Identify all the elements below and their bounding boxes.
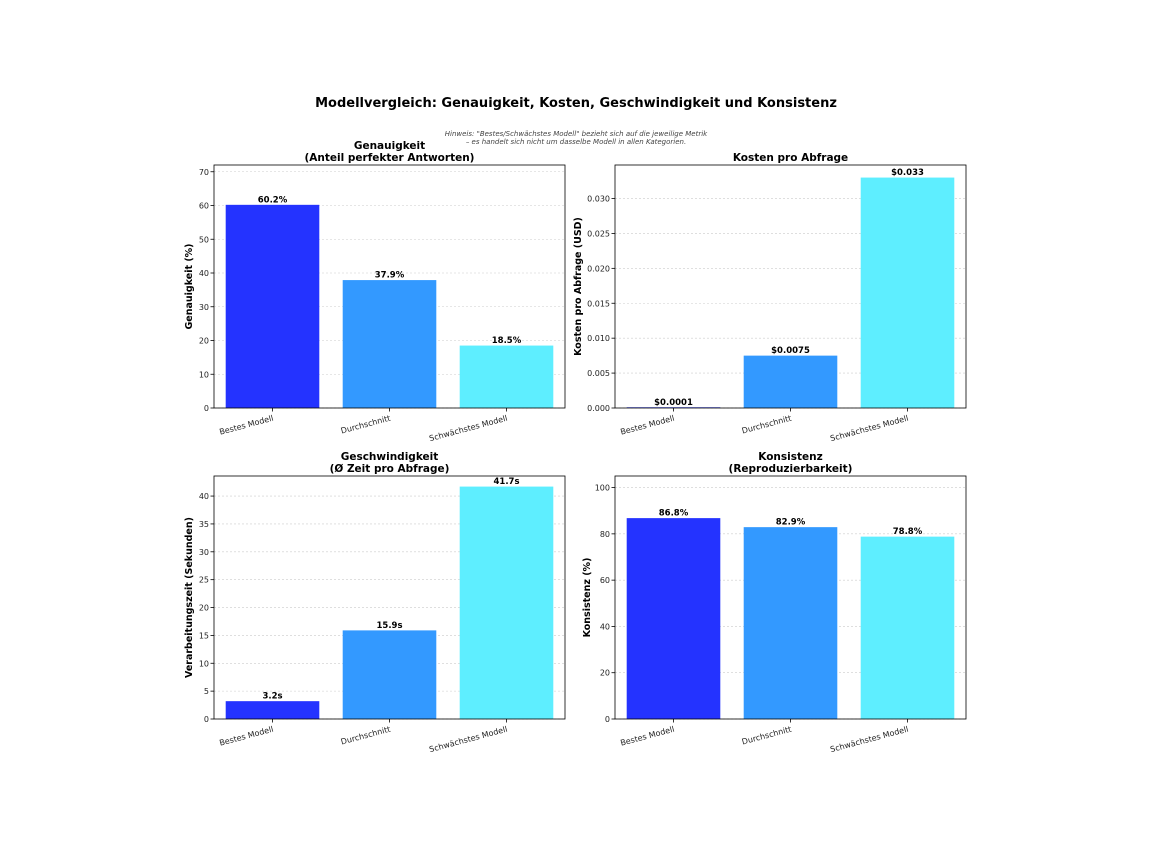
x-tick-label: Durchschnitt (340, 414, 392, 436)
panel-cost: 0.000 0.005 0.010 0.015 0.020 0.025 0.030 $0.00… (573, 152, 967, 444)
bar-value-label: $0.0075 (771, 346, 810, 356)
bar-value-label: 86.8% (659, 509, 689, 519)
y-tick-label: 30 (199, 548, 209, 557)
y-tick-label: 0.030 (587, 195, 610, 204)
x-tick-label: Schwächstes Modell (829, 725, 909, 755)
x-tick-label: Durchschnitt (340, 725, 392, 747)
y-tick-label: 40 (600, 622, 610, 631)
bar-schw-chstes-modell (459, 486, 554, 719)
y-tick-label: 10 (199, 659, 209, 668)
y-tick-label: 10 (199, 370, 209, 379)
y-tick-label: 25 (199, 576, 209, 585)
axes-frame (213, 475, 566, 720)
y-tick-label: 0.025 (587, 229, 610, 238)
y-tick-label: 60 (600, 576, 610, 585)
x-tick-label: Schwächstes Modell (829, 414, 909, 444)
y-tick-label: 5 (204, 687, 209, 696)
panel-title: (Reproduzierbarkeit) (729, 463, 853, 475)
axes-frame (614, 164, 967, 409)
note-line-2: – es handelt sich nicht um dasselbe Mode… (466, 138, 686, 146)
bar-schw-chstes-modell (459, 345, 554, 408)
y-tick-label: 0.000 (587, 404, 610, 413)
bar-value-label: 78.8% (893, 527, 923, 537)
note-line-1: Hinweis: "Bestes/Schwächstes Modell" bez… (445, 130, 708, 138)
panel-accuracy: 0 10 20 30 40 50 60 70 60.2% Bestes Modell 37.9% Du… (184, 140, 566, 444)
x-tick-label: Durchschnitt (741, 725, 793, 747)
bar-value-label: 15.9s (376, 621, 402, 631)
bar-schw-chstes-modell (860, 177, 955, 408)
x-tick-label: Schwächstes Modell (428, 725, 508, 755)
panel-title: Genauigkeit (354, 140, 425, 152)
bar-value-label: $0.033 (891, 168, 924, 178)
x-tick-label: Schwächstes Modell (428, 414, 508, 444)
y-tick-label: 20 (199, 604, 209, 613)
y-tick-label: 40 (199, 269, 209, 278)
y-tick-label: 0 (605, 715, 610, 724)
bar-value-label: 3.2s (262, 692, 282, 702)
panel-consistency: 0 20 40 60 80 100 86.8% Bestes Modell 82.9% Durch… (582, 451, 967, 755)
x-tick-label: Bestes Modell (218, 725, 274, 748)
y-axis-label: Genauigkeit (%) (184, 243, 195, 329)
y-tick-label: 40 (199, 492, 209, 501)
panel-title: Geschwindigkeit (341, 451, 439, 463)
panel-title: Kosten pro Abfrage (733, 152, 848, 164)
bar-durchschnitt (342, 280, 437, 408)
y-axis-label: Kosten pro Abfrage (USD) (573, 217, 584, 356)
y-tick-label: 30 (199, 303, 209, 312)
y-tick-label: 60 (199, 202, 209, 211)
y-tick-label: 80 (600, 530, 610, 539)
bar-schw-chstes-modell (860, 536, 955, 719)
panel-title: Konsistenz (758, 451, 822, 463)
y-axis-label: Konsistenz (%) (582, 558, 593, 638)
bar-value-label: $0.0001 (654, 398, 693, 408)
y-tick-label: 50 (199, 235, 209, 244)
bar-value-label: 18.5% (492, 336, 522, 346)
y-tick-label: 70 (199, 168, 209, 177)
y-tick-label: 20 (199, 337, 209, 346)
panel-title: (Anteil perfekter Antworten) (305, 152, 475, 164)
y-tick-label: 0.010 (587, 334, 610, 343)
x-tick-label: Bestes Modell (619, 414, 675, 437)
axes-frame (213, 164, 566, 409)
bar-value-label: 37.9% (375, 271, 405, 281)
x-tick-label: Bestes Modell (218, 414, 274, 437)
y-tick-label: 0 (204, 715, 209, 724)
bar-bestes-modell (225, 204, 320, 408)
y-tick-label: 20 (600, 669, 610, 678)
y-tick-label: 0.015 (587, 299, 610, 308)
bar-bestes-modell (225, 701, 320, 719)
y-axis-label: Verarbeitungszeit (Sekunden) (184, 517, 195, 678)
bar-durchschnitt (743, 527, 838, 719)
bar-value-label: 60.2% (258, 195, 288, 205)
bar-durchschnitt (342, 630, 437, 719)
y-tick-label: 15 (199, 631, 209, 640)
x-tick-label: Durchschnitt (741, 414, 793, 436)
bar-value-label: 82.9% (776, 518, 806, 528)
y-tick-label: 0.005 (587, 369, 610, 378)
figure-title: Modellvergleich: Genauigkeit, Kosten, Ge… (315, 96, 837, 111)
y-tick-label: 100 (595, 484, 610, 493)
panel-speed: 0 5 10 15 20 25 30 35 40 3.2s Bestes Modell 15.9s Du… (184, 451, 566, 755)
panel-title: (Ø Zeit pro Abfrage) (330, 463, 450, 475)
bar-bestes-modell (626, 518, 721, 719)
bar-value-label: 41.7s (493, 477, 519, 487)
axes-frame (614, 475, 967, 720)
y-tick-label: 0 (204, 404, 209, 413)
y-tick-label: 0.020 (587, 264, 610, 273)
bar-durchschnitt (743, 355, 838, 408)
y-tick-label: 35 (199, 520, 209, 529)
x-tick-label: Bestes Modell (619, 725, 675, 748)
